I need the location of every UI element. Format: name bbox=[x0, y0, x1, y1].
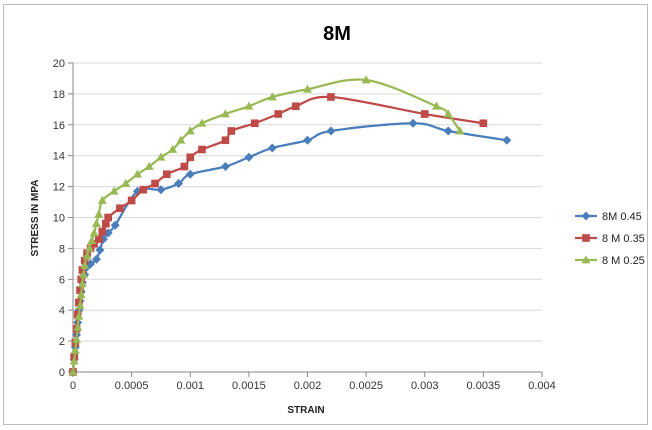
data-point-triangle bbox=[156, 153, 165, 161]
data-point-square bbox=[151, 180, 159, 188]
y-tick-label: 14 bbox=[53, 151, 65, 163]
series-1 bbox=[69, 119, 512, 377]
legend-item: 8 M 0.25 bbox=[575, 255, 645, 267]
data-point-square bbox=[116, 204, 124, 212]
data-point-diamond bbox=[244, 153, 253, 162]
data-point-diamond bbox=[268, 143, 277, 152]
x-tick-label: 0.002 bbox=[294, 380, 322, 392]
data-point-square bbox=[227, 127, 235, 135]
gridlines bbox=[73, 63, 542, 341]
data-point-triangle bbox=[90, 228, 99, 236]
data-point-square bbox=[198, 146, 206, 154]
data-point-square bbox=[421, 110, 429, 118]
data-point-square bbox=[95, 235, 103, 243]
x-axis-label: STRAIN bbox=[287, 405, 324, 416]
legend-item: 8 M 0.35 bbox=[575, 233, 645, 245]
data-point-triangle bbox=[92, 219, 101, 227]
data-point-square bbox=[582, 234, 590, 242]
y-tick-label: 4 bbox=[59, 305, 65, 317]
y-tick-label: 8 bbox=[59, 243, 65, 255]
data-point-diamond bbox=[186, 170, 195, 179]
legend-label: 8M 0.45 bbox=[602, 211, 642, 223]
data-point-square bbox=[128, 197, 136, 205]
data-point-triangle bbox=[110, 187, 119, 195]
data-point-square bbox=[163, 170, 171, 178]
y-tick-label: 10 bbox=[53, 213, 65, 225]
data-point-triangle bbox=[133, 170, 142, 178]
y-tick-label: 6 bbox=[59, 274, 65, 286]
data-point-square bbox=[140, 186, 148, 194]
data-point-diamond bbox=[582, 212, 591, 221]
data-point-square bbox=[104, 214, 112, 222]
y-tick-label: 0 bbox=[59, 367, 65, 379]
data-point-diamond bbox=[303, 136, 312, 145]
data-point-square bbox=[222, 136, 230, 144]
x-tick-label: 0 bbox=[70, 380, 76, 392]
y-tick-labels: 0 2 4 6 8 10 12 14 16 18 20 bbox=[53, 58, 65, 379]
x-tick-label: 0.0005 bbox=[115, 380, 149, 392]
data-point-square bbox=[181, 163, 189, 171]
data-point-square bbox=[480, 119, 488, 127]
legend-item: 8M 0.45 bbox=[575, 211, 642, 223]
y-tick-label: 18 bbox=[53, 89, 65, 101]
data-point-triangle bbox=[94, 210, 103, 218]
data-series bbox=[69, 75, 512, 376]
x-tick-label: 0.0035 bbox=[467, 380, 501, 392]
data-point-square bbox=[98, 228, 106, 236]
x-tick-label: 0.001 bbox=[176, 380, 204, 392]
data-point-square bbox=[251, 119, 259, 127]
data-point-square bbox=[274, 110, 282, 118]
data-point-diamond bbox=[326, 126, 335, 135]
data-point-square bbox=[292, 102, 300, 110]
x-tick-label: 0.004 bbox=[528, 380, 556, 392]
legend: 8M 0.45 8 M 0.35 8 M 0.25 bbox=[575, 211, 645, 267]
series-2 bbox=[69, 93, 487, 376]
y-tick-label: 12 bbox=[53, 182, 65, 194]
y-tick-label: 16 bbox=[53, 120, 65, 132]
data-point-diamond bbox=[409, 119, 418, 128]
data-point-diamond bbox=[444, 126, 453, 135]
data-point-square bbox=[186, 153, 194, 161]
series-3 bbox=[69, 75, 465, 375]
x-tick-label: 0.0025 bbox=[349, 380, 383, 392]
data-point-square bbox=[327, 93, 335, 101]
series-line bbox=[73, 123, 507, 372]
y-axis-label: STRESS IN MPA bbox=[30, 179, 41, 256]
legend-label: 8 M 0.35 bbox=[602, 233, 645, 245]
chart-title: 8M bbox=[323, 23, 351, 45]
y-tick-label: 2 bbox=[59, 336, 65, 348]
axes bbox=[68, 63, 542, 377]
x-tick-labels: 0 0.0005 0.001 0.0015 0.002 0.0025 0.003 0.0035… bbox=[70, 380, 556, 392]
series-line bbox=[73, 97, 483, 372]
data-point-diamond bbox=[221, 162, 230, 171]
legend-label: 8 M 0.25 bbox=[602, 255, 645, 267]
y-tick-label: 20 bbox=[53, 58, 65, 70]
x-tick-label: 0.003 bbox=[411, 380, 439, 392]
x-tick-label: 0.0015 bbox=[232, 380, 266, 392]
data-point-diamond bbox=[502, 136, 511, 145]
